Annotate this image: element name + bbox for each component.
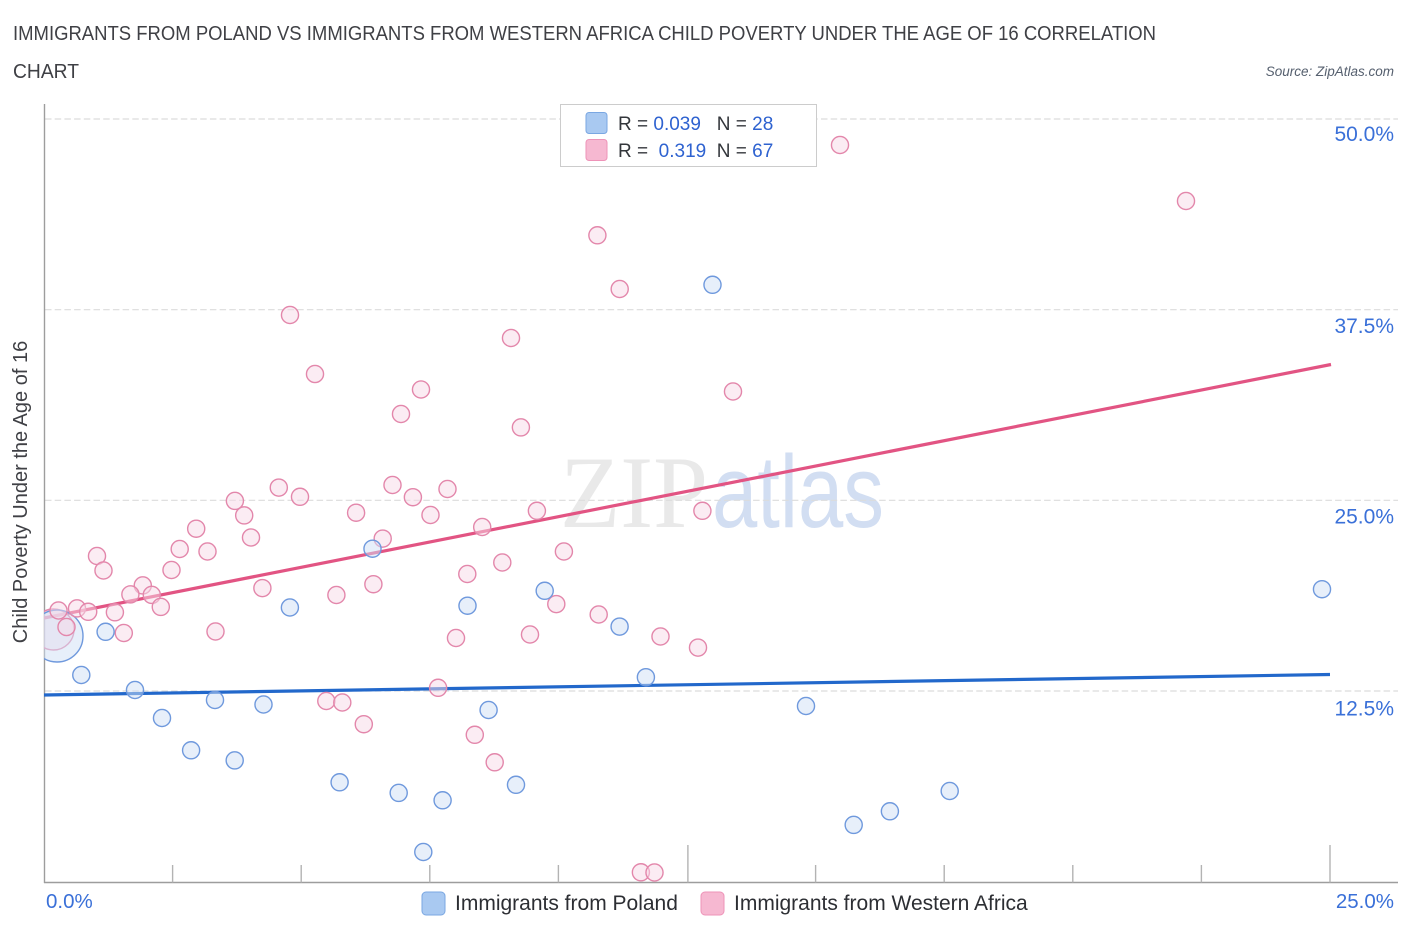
svg-text:50.0%: 50.0% [1334, 123, 1394, 146]
svg-text:Immigrants from Poland: Immigrants from Poland [455, 892, 678, 915]
svg-text:R = 0.039 N = 28: R = 0.039 N = 28 [618, 114, 773, 135]
svg-text:R = 0.319 N = 67: R = 0.319 N = 67 [618, 141, 773, 162]
svg-text:CHART: CHART [13, 60, 79, 83]
svg-text:25.0%: 25.0% [1334, 506, 1394, 529]
svg-text:Immigrants from Western Africa: Immigrants from Western Africa [734, 892, 1028, 915]
svg-text:Child Poverty Under the Age of: Child Poverty Under the Age of 16 [10, 341, 32, 643]
svg-text:25.0%: 25.0% [1336, 890, 1394, 913]
svg-text:37.5%: 37.5% [1334, 315, 1394, 338]
svg-text:IMMIGRANTS FROM POLAND VS IMMI: IMMIGRANTS FROM POLAND VS IMMIGRANTS FRO… [13, 22, 1156, 45]
svg-text:12.5%: 12.5% [1334, 698, 1394, 721]
svg-text:atlas: atlas [712, 434, 884, 549]
svg-text:0.0%: 0.0% [46, 890, 93, 913]
svg-text:Source: ZipAtlas.com: Source: ZipAtlas.com [1266, 64, 1394, 79]
